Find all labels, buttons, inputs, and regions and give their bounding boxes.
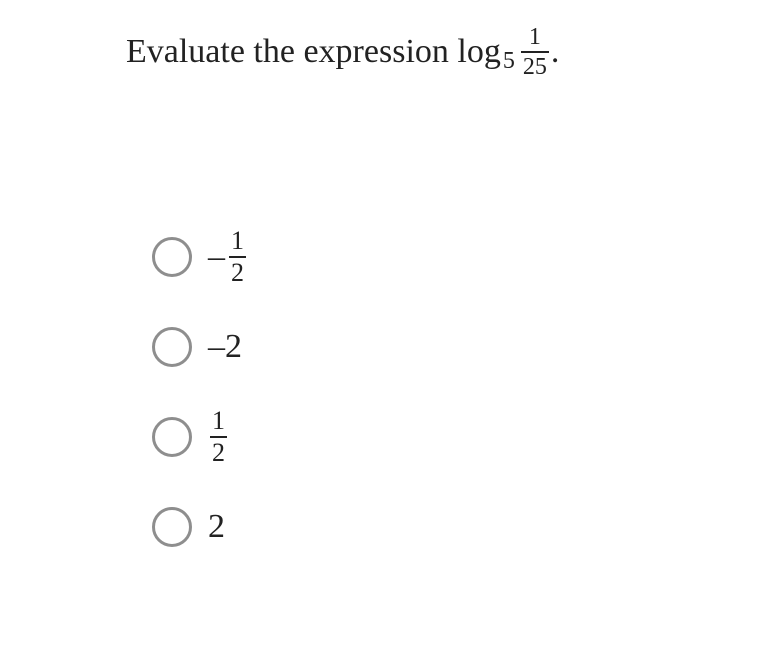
radio-icon[interactable] — [152, 417, 192, 457]
answer-option-1[interactable]: – 1 2 — [152, 212, 757, 302]
option-label: – 1 2 — [208, 228, 248, 286]
fraction-denominator: 2 — [229, 256, 246, 286]
answer-list: – 1 2 –2 1 2 — [126, 212, 757, 572]
option-fraction: 1 2 — [229, 228, 246, 286]
option-label: 1 2 — [208, 408, 229, 466]
fraction-denominator: 2 — [210, 436, 227, 466]
option-label: 2 — [208, 508, 225, 546]
fraction-denominator: 25 — [521, 51, 549, 79]
question-period: . — [551, 33, 560, 71]
option-text: 2 — [208, 508, 225, 546]
answer-option-2[interactable]: –2 — [152, 302, 757, 392]
log-base: 5 — [503, 48, 515, 75]
radio-icon[interactable] — [152, 237, 192, 277]
fraction-numerator: 1 — [210, 408, 227, 436]
option-fraction: 1 2 — [210, 408, 227, 466]
fraction-numerator: 1 — [229, 228, 246, 256]
question-prefix: Evaluate the expression log — [126, 33, 501, 71]
radio-icon[interactable] — [152, 327, 192, 367]
option-label: –2 — [208, 328, 242, 366]
answer-option-3[interactable]: 1 2 — [152, 392, 757, 482]
answer-option-4[interactable]: 2 — [152, 482, 757, 572]
log-argument-fraction: 1 25 — [521, 25, 549, 79]
question-text: Evaluate the expression log 5 1 25 . — [126, 22, 757, 82]
question-container: Evaluate the expression log 5 1 25 . – 1… — [0, 0, 757, 572]
negative-sign: – — [208, 238, 225, 276]
fraction-numerator: 1 — [527, 25, 543, 51]
option-text: –2 — [208, 328, 242, 366]
radio-icon[interactable] — [152, 507, 192, 547]
